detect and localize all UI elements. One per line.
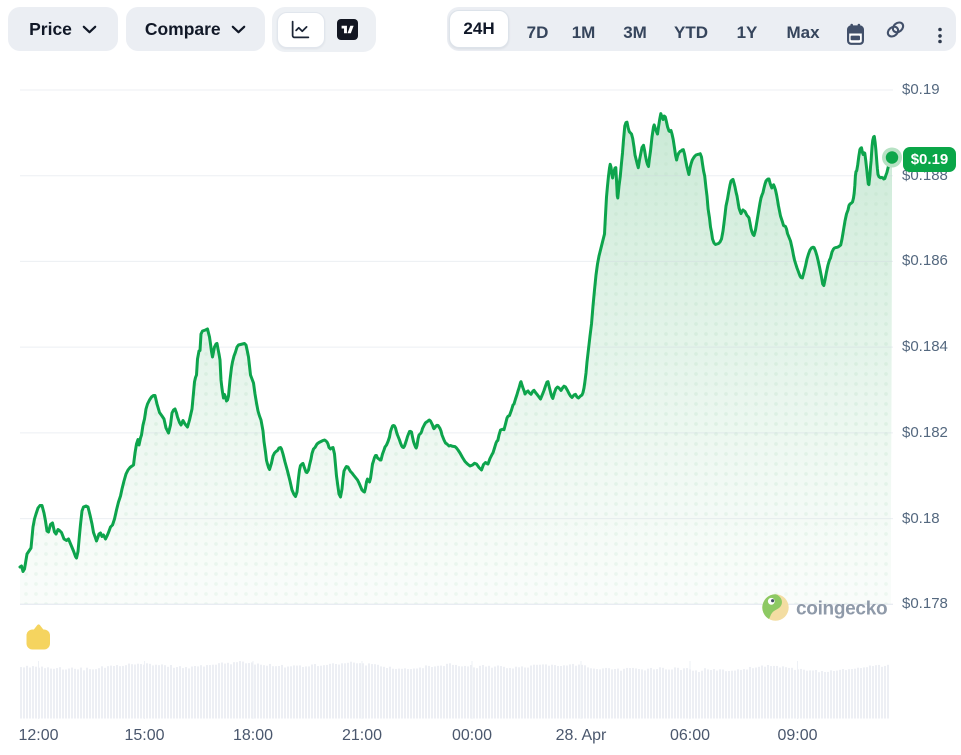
svg-text:coingecko: coingecko bbox=[796, 599, 887, 620]
